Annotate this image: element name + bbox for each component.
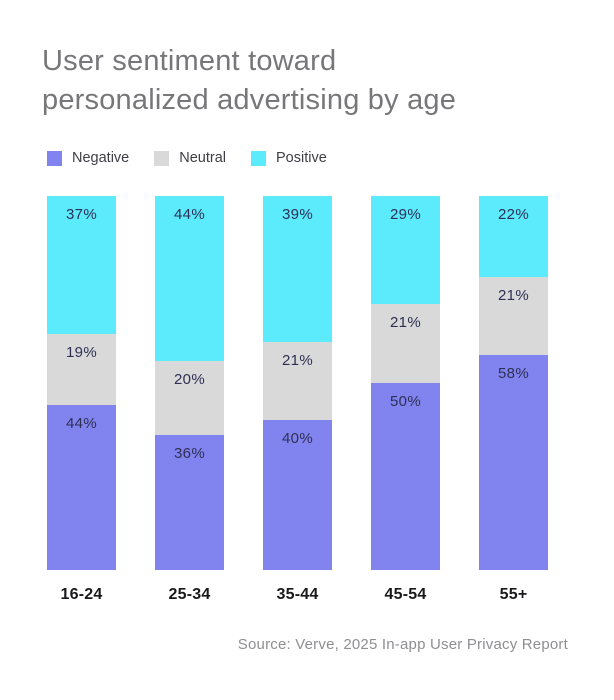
bar-segment-positive: 29% <box>371 196 440 305</box>
x-axis-label-35-44: 35-44 <box>276 586 319 603</box>
bar-45-54: 29% 21% 50% <box>371 196 440 570</box>
legend: Negative Neutral Positive <box>47 150 327 166</box>
bar-segment-positive: 37% <box>47 196 116 335</box>
negative-swatch-icon <box>47 150 62 166</box>
bar-segment-neutral: 20% <box>155 360 224 436</box>
bar-segment-neutral: 19% <box>47 334 116 406</box>
bar-segment-positive: 22% <box>479 196 548 278</box>
segment-value-label: 21% <box>390 314 421 332</box>
x-axis-label-55+: 55+ <box>499 586 528 603</box>
segment-value-label: 20% <box>174 370 205 388</box>
bar-segment-neutral: 21% <box>479 277 548 356</box>
bar-segment-neutral: 21% <box>371 304 440 383</box>
page-title-line-1: User sentiment toward <box>42 45 337 77</box>
bar-segment-positive: 44% <box>155 196 224 361</box>
legend-item-positive: Positive <box>250 150 327 166</box>
segment-value-label: 37% <box>66 206 97 223</box>
bar-segment-negative: 50% <box>371 382 440 570</box>
x-axis-labels: 16-24 25-34 35-44 45-54 55+ <box>47 585 548 605</box>
segment-value-label: 29% <box>390 206 421 223</box>
positive-swatch-icon <box>250 150 266 166</box>
x-axis-label-45-54: 45-54 <box>384 586 427 603</box>
bar-segment-negative: 44% <box>47 405 116 570</box>
segment-value-label: 50% <box>390 392 421 410</box>
bar-35-44: 39% 21% 40% <box>263 196 332 570</box>
legend-label-positive: Positive <box>275 150 327 166</box>
bar-16-24: 37% 19% 44% <box>47 196 116 570</box>
segment-value-label: 21% <box>282 351 313 369</box>
segment-value-label: 58% <box>498 365 529 383</box>
x-axis-label-16-24: 16-24 <box>60 586 103 603</box>
chart: 37% 19% 44% 44% 20% 36% 39% 21% 40% 29% 21% 50% 22% 2… <box>47 196 548 570</box>
segment-value-label: 44% <box>174 206 205 223</box>
legend-label-negative: Negative <box>72 150 130 166</box>
segment-value-label: 36% <box>174 445 205 463</box>
segment-value-label: 21% <box>498 287 529 305</box>
source-note: Source: Verve, 2025 In-app User Privacy … <box>237 636 568 653</box>
bar-segment-neutral: 21% <box>263 341 332 421</box>
segment-value-label: 44% <box>66 415 97 433</box>
x-axis-label-25-34: 25-34 <box>168 586 211 603</box>
segment-value-label: 22% <box>498 206 529 223</box>
segment-value-label: 19% <box>66 344 97 362</box>
bar-segment-positive: 39% <box>263 196 332 342</box>
segment-value-label: 39% <box>282 206 313 223</box>
segment-value-label: 40% <box>282 430 313 448</box>
bar-segment-negative: 58% <box>479 355 548 570</box>
bar-segment-negative: 36% <box>155 435 224 570</box>
bar-segment-negative: 40% <box>263 420 332 570</box>
neutral-swatch-icon <box>154 150 170 166</box>
legend-item-neutral: Neutral <box>154 150 226 166</box>
legend-label-neutral: Neutral <box>179 150 226 166</box>
page-title-line-2: personalized advertising by age <box>42 84 457 116</box>
legend-item-negative: Negative <box>47 150 129 166</box>
bar-55+: 22% 21% 58% <box>479 196 548 570</box>
bar-25-34: 44% 20% 36% <box>155 196 224 570</box>
page-title: User sentiment toward personalized adver… <box>42 42 582 120</box>
